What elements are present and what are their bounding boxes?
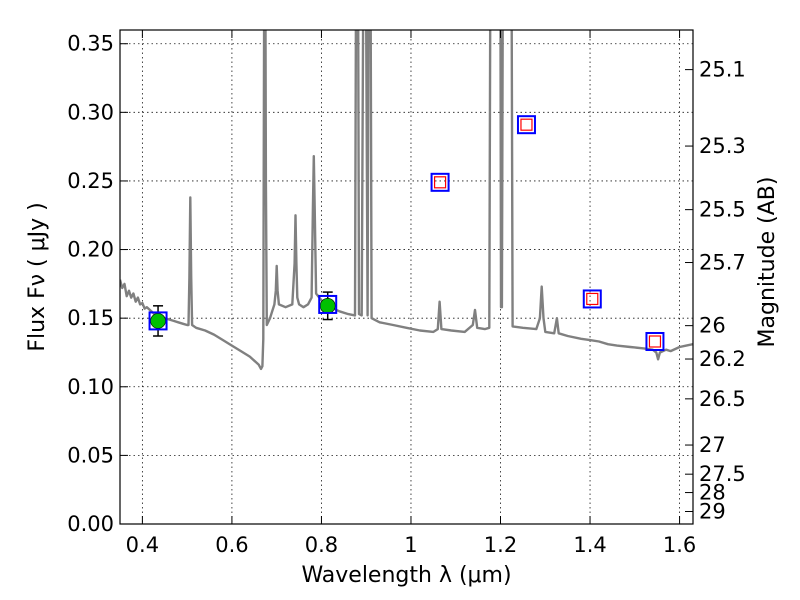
x-tick-label: 0.4 — [126, 533, 159, 557]
y-axis-label: Flux Fν ( μJy ) — [25, 202, 50, 351]
right-tick-label: 25.5 — [699, 198, 746, 222]
right-tick-label: 29 — [699, 499, 726, 523]
spectrum-line — [120, 30, 693, 371]
right-tick-label: 25.3 — [699, 134, 746, 158]
plot-frame — [119, 29, 694, 525]
y-tick-label: 0.25 — [67, 169, 114, 193]
predicted-flux-square — [648, 335, 662, 348]
right-tick-label: 26.2 — [699, 347, 746, 371]
model-flux-square — [582, 289, 602, 309]
template-spectrum — [120, 30, 693, 371]
model-flux-square — [318, 294, 338, 314]
x-tick-label: 0.8 — [305, 533, 338, 557]
model-flux-square — [645, 331, 665, 351]
y-tick-label: 0.05 — [67, 443, 114, 467]
model-flux-square — [430, 172, 450, 192]
y-tick-label: 0.35 — [67, 32, 114, 56]
right-tick-label: 25.7 — [699, 251, 746, 275]
observed-flux-point — [150, 313, 166, 329]
x-axis-label: Wavelength λ (μm) — [301, 563, 511, 588]
right-tick-label: 28 — [699, 481, 726, 505]
right-tick-label: 25.1 — [699, 58, 746, 82]
y-tick-label: 0.00 — [67, 512, 114, 536]
model-flux-square — [516, 115, 536, 135]
x-tick-label: 1.2 — [484, 533, 517, 557]
y-tick-label: 0.15 — [67, 306, 114, 330]
axis-ticks: 0.4 0.6 0.8 1 1.2 1.4 1.6 0.00 0.05 0.10 0.15 0.20 0… — [67, 30, 746, 557]
observed-flux-point — [319, 298, 336, 314]
right-tick-label: 26.5 — [699, 387, 746, 411]
y-tick-label: 0.30 — [67, 100, 114, 124]
x-tick-label: 1.6 — [663, 533, 696, 557]
right-tick-label: 27.5 — [699, 462, 746, 486]
photometry-points — [148, 115, 665, 351]
x-tick-label: 1.4 — [573, 533, 606, 557]
right-tick-label: 27 — [699, 433, 726, 457]
predicted-flux-square — [520, 118, 533, 131]
right-tick-label: 26 — [699, 314, 726, 338]
y-tick-label: 0.10 — [67, 375, 114, 399]
right-axis-label: Magnitude (AB) — [755, 177, 780, 348]
model-flux-square — [148, 311, 168, 331]
predicted-flux-square — [586, 292, 599, 306]
predicted-flux-square — [433, 176, 447, 189]
y-tick-label: 0.20 — [67, 238, 114, 262]
x-tick-label: 1 — [404, 533, 417, 557]
x-tick-label: 0.6 — [215, 533, 248, 557]
